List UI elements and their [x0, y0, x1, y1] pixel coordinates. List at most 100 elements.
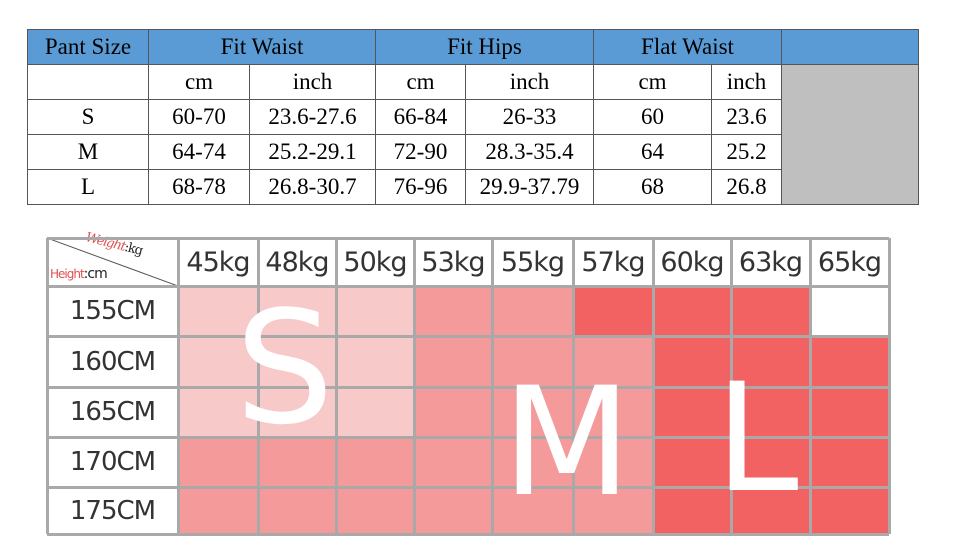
value-cell: 23.6: [711, 99, 782, 135]
value-cell: 60: [593, 99, 712, 135]
corner-height-unit: :cm: [83, 266, 108, 282]
gray-filler-cell: [781, 64, 919, 205]
value-cell: 26.8: [711, 169, 782, 205]
grid-cell-m: [414, 286, 492, 336]
grid-cell-l: [810, 437, 889, 487]
unit-cell: inch: [465, 64, 594, 100]
weight-header: 48kg: [258, 238, 336, 286]
grid-cell-m: [336, 437, 414, 487]
grid-cell-l: [653, 387, 731, 437]
grid-cell-none: [810, 286, 889, 336]
header-flat-waist: Flat Waist: [593, 29, 782, 65]
grid-cell-l: [653, 437, 731, 487]
grid-cell-l: [653, 286, 731, 336]
grid-cell-l: [731, 286, 810, 336]
grid-line: [47, 284, 889, 288]
grid-cell-s: [178, 286, 258, 336]
grid-cell-m: [414, 437, 492, 487]
grid-line: [47, 435, 889, 439]
grid-cell-m: [414, 487, 492, 534]
height-header: 160CM: [47, 336, 178, 387]
grid-cell-s: [336, 387, 414, 437]
units-empty-cell: [27, 64, 149, 100]
corner-height-label: Height:cm: [50, 266, 108, 282]
size-cell: L: [27, 169, 149, 205]
grid-cell-s: [336, 336, 414, 387]
grid-cell-m: [573, 487, 653, 534]
grid-cell-m: [492, 336, 573, 387]
grid-cell-m: [573, 437, 653, 487]
grid-cell-s: [258, 336, 336, 387]
grid-line: [47, 485, 889, 489]
grid-cell-l: [731, 336, 810, 387]
table-row: L 68-78 26.8-30.7 76-96 29.9-37.79 68 26…: [27, 169, 919, 205]
value-cell: 29.9-37.79: [465, 169, 594, 205]
value-cell: 25.2-29.1: [249, 134, 376, 170]
grid-cell-m: [414, 387, 492, 437]
corner-height-text: Height: [50, 267, 85, 281]
grid-cell-m: [336, 487, 414, 534]
header-fit-waist: Fit Waist: [148, 29, 376, 65]
grid-cell-l: [731, 387, 810, 437]
grid-cell-s: [258, 387, 336, 437]
grid-cell-m: [178, 487, 258, 534]
value-cell: 26.8-30.7: [249, 169, 376, 205]
grid-line: [47, 334, 889, 338]
grid-cell-l: [731, 437, 810, 487]
grid-cell-l: [810, 387, 889, 437]
weight-header: 53kg: [414, 238, 492, 286]
grid-cell-m: [573, 336, 653, 387]
diagonal-divider-icon: [47, 238, 178, 286]
weight-header: 63kg: [731, 238, 810, 286]
value-cell: 26-33: [465, 99, 594, 135]
units-row: cm inch cm inch cm inch: [27, 64, 919, 205]
height-header: 165CM: [47, 387, 178, 437]
value-cell: 76-96: [375, 169, 466, 205]
grid-cell-l: [810, 487, 889, 534]
grid-cell-m: [492, 487, 573, 534]
height-header: 170CM: [47, 437, 178, 487]
grid-cell-s: [178, 336, 258, 387]
grid-cell-s: [336, 286, 414, 336]
value-cell: 25.2: [711, 134, 782, 170]
grid-line: [47, 236, 889, 240]
size-letter-m: M: [502, 356, 632, 530]
size-cell: M: [27, 134, 149, 170]
table-row: S 60-70 23.6-27.6 66-84 26-33 60 23.6: [27, 99, 919, 135]
grid-cell-l: [573, 286, 653, 336]
value-cell: 68-78: [148, 169, 250, 205]
header-filler: [781, 29, 919, 65]
size-cell: S: [27, 99, 149, 135]
grid-cell-s: [258, 286, 336, 336]
grid-cell-m: [492, 286, 573, 336]
size-letter-s: S: [235, 277, 335, 459]
grid-cell-m: [258, 437, 336, 487]
grid-cell-m: [178, 437, 258, 487]
value-cell: 64: [593, 134, 712, 170]
value-cell: 60-70: [148, 99, 250, 135]
table-header-row: Pant Size Fit Waist Fit Hips Flat Waist: [27, 29, 919, 65]
header-pant-size: Pant Size: [27, 29, 149, 65]
value-cell: 72-90: [375, 134, 466, 170]
grid-cell-m: [414, 336, 492, 387]
height-header: 155CM: [47, 286, 178, 336]
header-fit-hips: Fit Hips: [375, 29, 594, 65]
grid-cell-s: [178, 387, 258, 437]
grid-cell-m: [492, 387, 573, 437]
grid-line: [887, 238, 891, 534]
value-cell: 64-74: [148, 134, 250, 170]
table-row: M 64-74 25.2-29.1 72-90 28.3-35.4 64 25.…: [27, 134, 919, 170]
unit-cell: inch: [711, 64, 782, 100]
grid-cell-l: [731, 487, 810, 534]
grid-line: [47, 532, 889, 536]
size-table: Pant Size Fit Waist Fit Hips Flat Waist …: [27, 29, 919, 205]
size-chart: Weight:kg Height:cm 45kg 48kg 50kg 53kg 55kg…: [45, 230, 891, 536]
weight-header: 57kg: [573, 238, 653, 286]
unit-cell: inch: [249, 64, 376, 100]
corner-cell: Weight:kg Height:cm: [47, 230, 178, 286]
grid-cell-l: [653, 336, 731, 387]
weight-header: 60kg: [653, 238, 731, 286]
value-cell: 66-84: [375, 99, 466, 135]
grid-cell-l: [810, 336, 889, 387]
unit-cell: cm: [148, 64, 250, 100]
